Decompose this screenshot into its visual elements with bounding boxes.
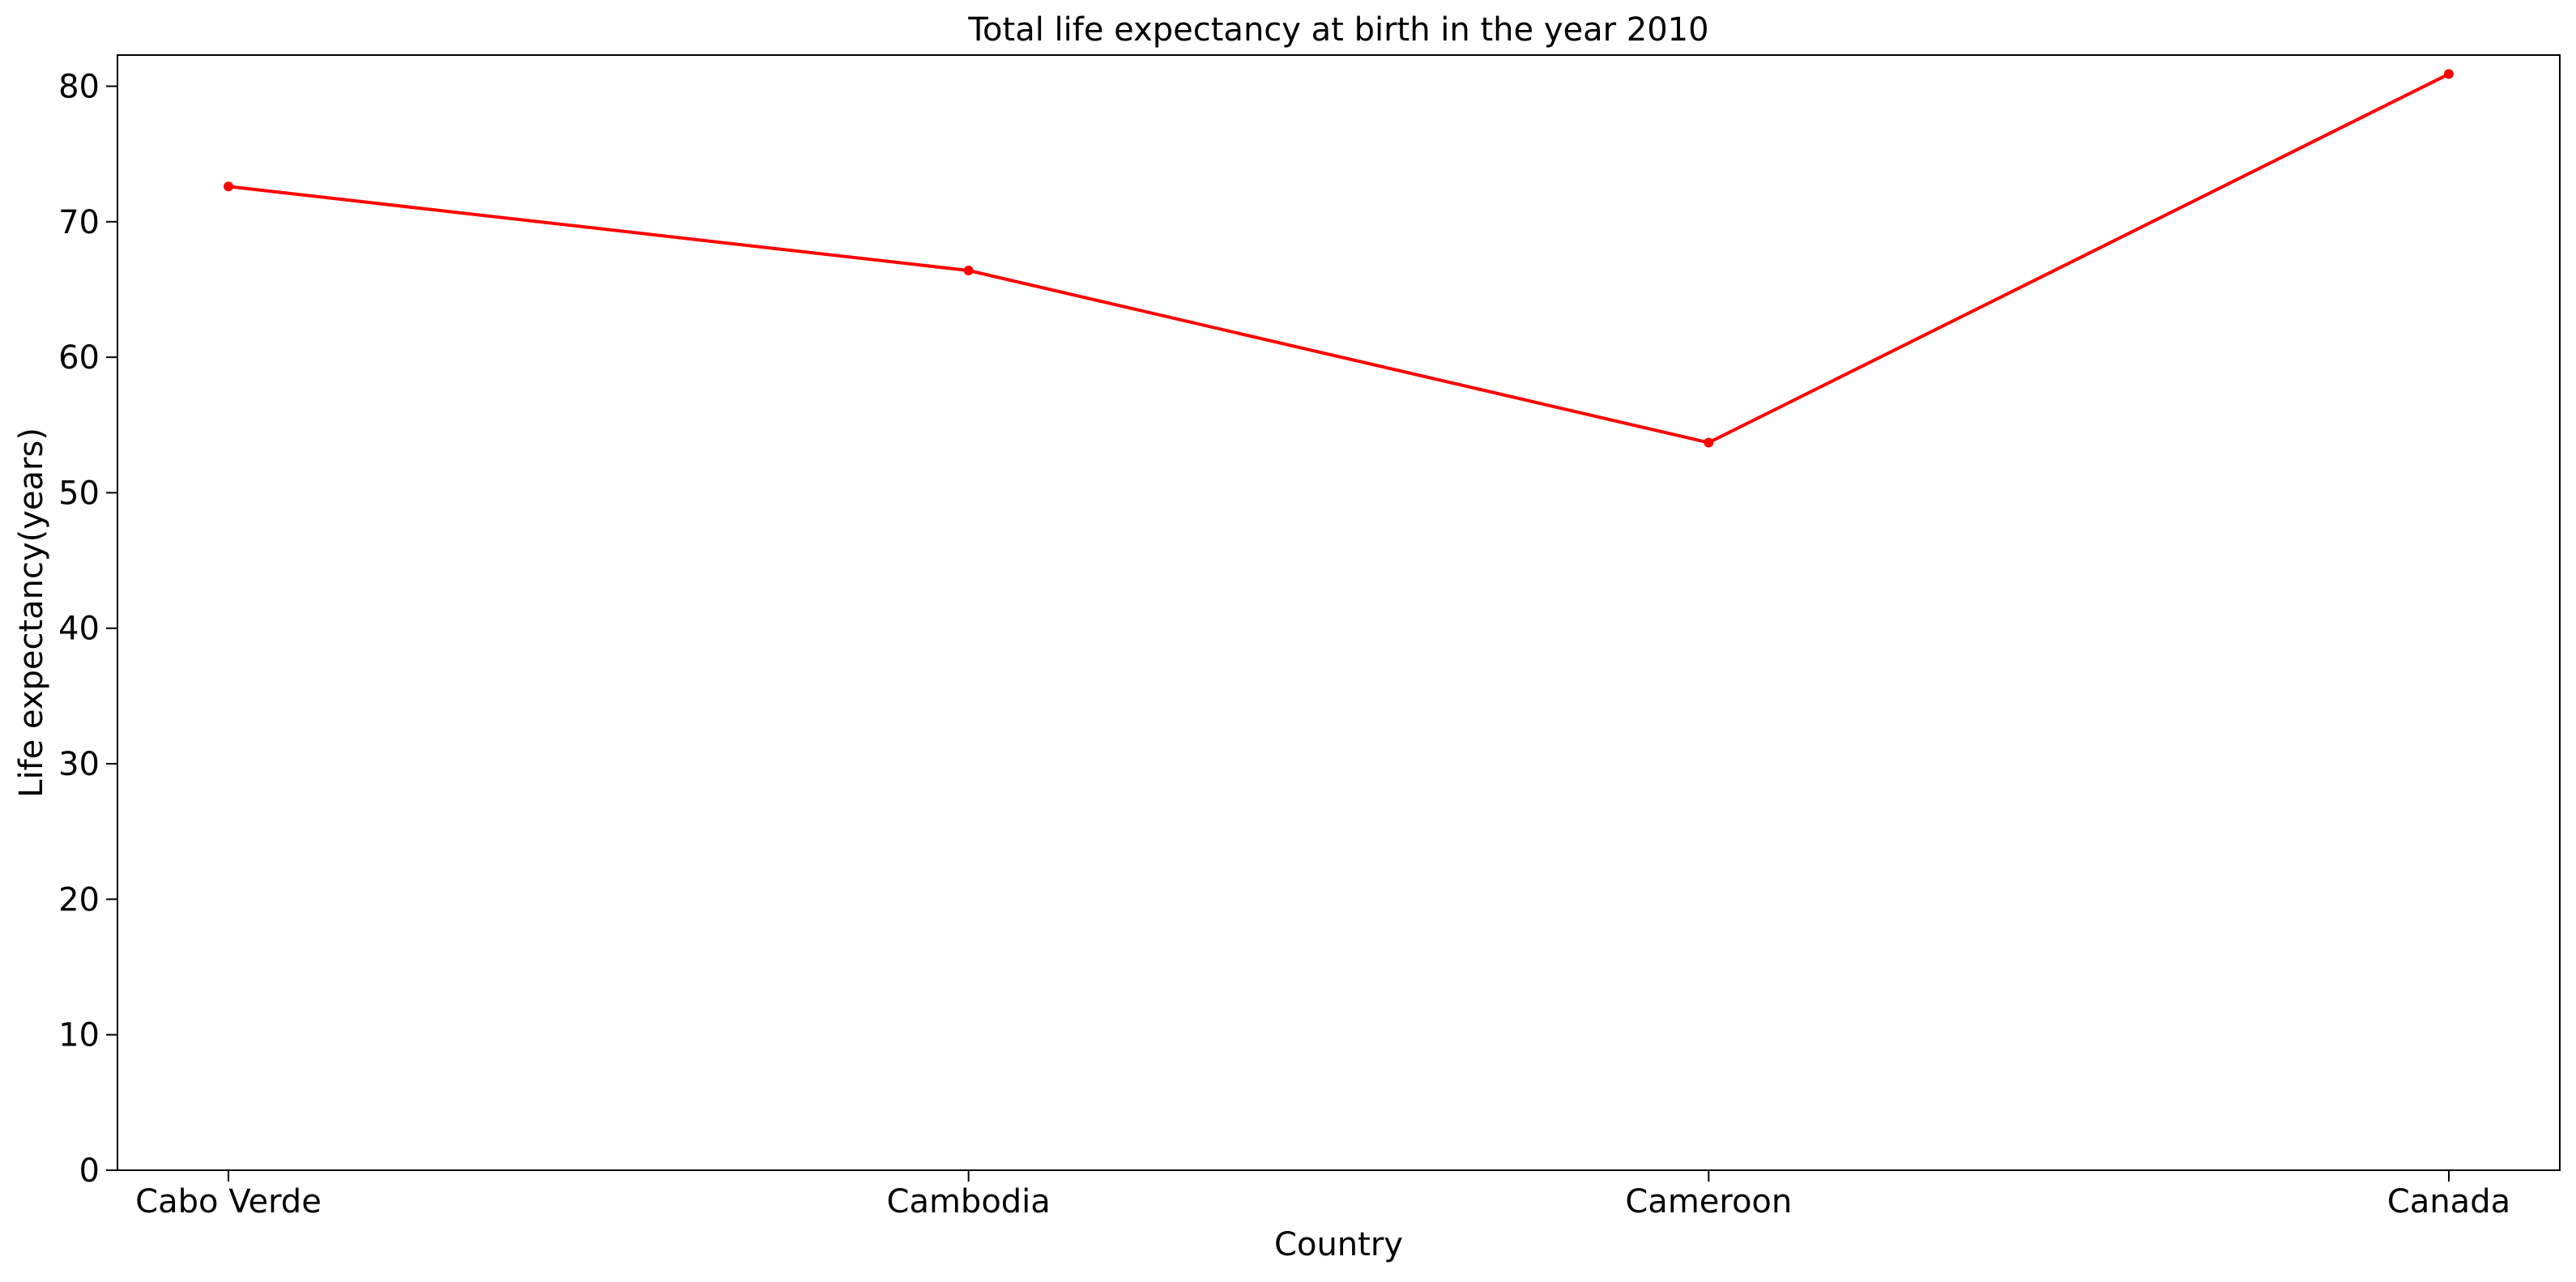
y-tick-label: 10 [58,1017,100,1054]
y-tick-label: 0 [79,1152,100,1190]
x-axis-label: Country [1274,1226,1403,1263]
y-tick-label: 70 [58,204,100,241]
chart-title: Total life expectancy at birth in the ye… [967,11,1708,49]
x-tick-label: Canada [2387,1183,2510,1220]
y-axis-label: Life expectancy(years) [13,428,50,798]
plot-area-frame [117,54,2561,1171]
y-tick-label: 40 [58,611,100,648]
y-tick-label: 30 [58,746,100,783]
y-axis-ticks: 0 10 20 30 40 50 60 70 80 [58,68,117,1190]
y-tick-label: 20 [58,881,100,918]
x-axis-ticks: Cabo Verde Cambodia Cameroon Canada [135,1170,2510,1220]
data-point [224,181,233,192]
y-tick-label: 60 [58,339,100,377]
x-tick-label: Cameroon [1625,1183,1792,1220]
data-point [1704,437,1714,448]
series-line [228,72,2450,445]
y-tick-label: 50 [58,475,100,512]
y-tick-label: 80 [58,68,100,105]
x-tick-label: Cambodia [887,1183,1051,1220]
data-point [963,266,974,276]
data-point [2444,69,2454,79]
x-tick-label: Cabo Verde [135,1183,322,1220]
series-layer [224,69,2454,448]
